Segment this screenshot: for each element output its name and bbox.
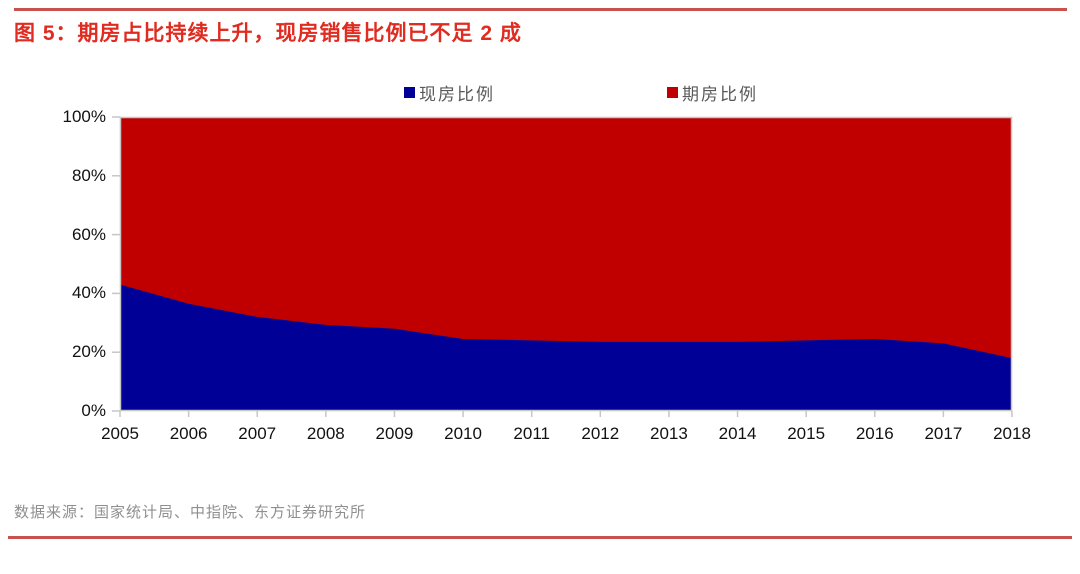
x-tick-label: 2014 (718, 424, 757, 443)
y-tick-label: 0% (81, 401, 106, 420)
x-tick-label: 2010 (444, 424, 482, 443)
legend-swatch-blue (404, 87, 415, 98)
x-tick-label: 2015 (787, 424, 826, 443)
x-tick-label: 2018 (993, 424, 1031, 443)
x-tick-label: 2006 (169, 424, 208, 443)
y-tick-label: 80% (71, 165, 106, 185)
legend-item-presale-home-ratio: 期房比例 (667, 80, 758, 105)
x-tick-label: 2005 (101, 424, 139, 443)
y-tick-label: 20% (71, 342, 106, 362)
x-tick-label: 2013 (650, 424, 688, 443)
y-tick-label: 100% (62, 107, 106, 126)
legend-item-existing-home-ratio: 现房比例 (404, 80, 495, 105)
legend-swatch-red (667, 87, 678, 98)
bottom-divider-rule (8, 536, 1072, 539)
stacked-area-chart (112, 116, 1013, 417)
x-tick-label: 2009 (375, 424, 414, 443)
legend-label-existing-home-ratio: 现房比例 (419, 85, 495, 104)
y-tick-label: 60% (71, 224, 106, 244)
x-tick-label: 2017 (924, 424, 963, 443)
x-tick-label: 2008 (306, 424, 345, 443)
y-tick-label: 40% (71, 283, 106, 303)
top-divider-rule (14, 8, 1067, 11)
chart-legend: 现房比例 期房比例 (135, 80, 1027, 105)
x-tick-label: 2012 (581, 424, 620, 443)
figure-title: 图 5：期房占比持续上升，现房销售比例已不足 2 成 (14, 22, 522, 45)
x-tick-label: 2016 (855, 424, 894, 443)
x-tick-label: 2007 (238, 424, 277, 443)
data-source-note: 数据来源：国家统计局、中指院、东方证券研究所 (14, 504, 367, 521)
legend-label-presale-home-ratio: 期房比例 (682, 85, 758, 104)
x-tick-label: 2011 (513, 424, 550, 443)
